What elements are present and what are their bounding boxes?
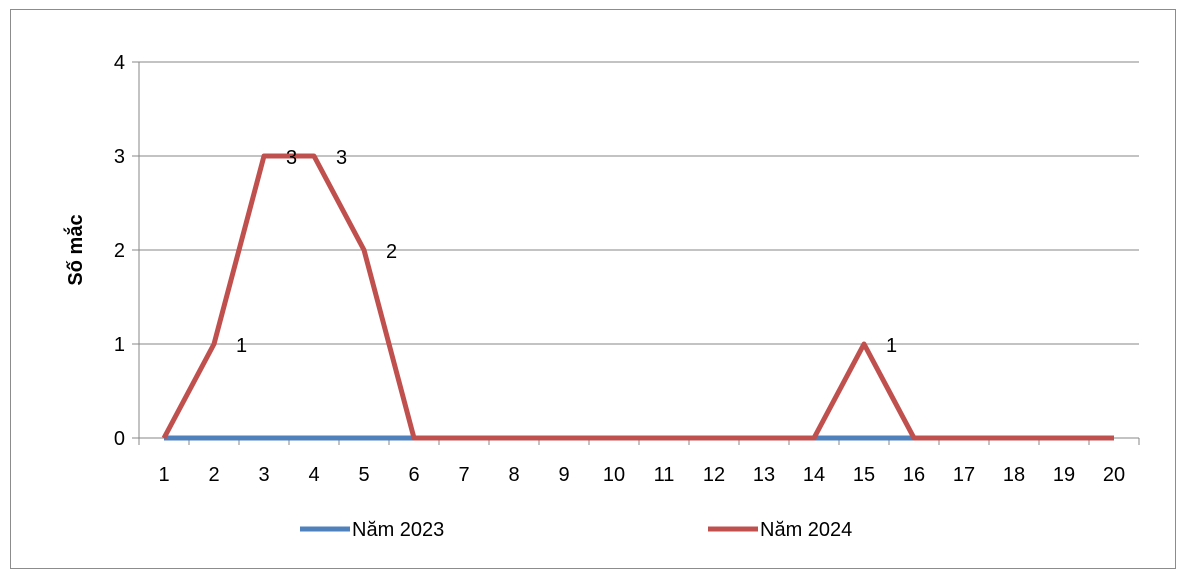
x-tick-label: 3 [258, 464, 269, 486]
legend-label-2: Năm 2024 [760, 519, 852, 541]
y-tick-label: 3 [114, 146, 125, 168]
x-tick-label: 2 [208, 464, 219, 486]
x-tick-label: 18 [1003, 464, 1025, 486]
x-tick-label: 14 [803, 464, 825, 486]
x-tick-label: 8 [508, 464, 519, 486]
x-tick-labels: 1 2 3 4 5 6 7 8 9 10 11 12 13 14 15 16 17 18 19 20 [158, 464, 1125, 486]
legend-label-1: Năm 2023 [352, 519, 444, 541]
x-tick-label: 17 [953, 464, 975, 486]
x-tick-label: 4 [308, 464, 319, 486]
data-label: 2 [386, 241, 397, 263]
legend: Năm 2023 Năm 2024 [300, 519, 852, 541]
series-lines [161, 153, 1114, 441]
x-tick-label: 13 [753, 464, 775, 486]
data-label: 1 [236, 335, 247, 357]
gridlines [139, 61, 1139, 345]
data-label: 3 [286, 147, 297, 169]
x-tick-label: 1 [158, 464, 169, 486]
x-tick-label: 7 [458, 464, 469, 486]
x-tick-label: 10 [603, 464, 625, 486]
x-tick-label: 20 [1103, 464, 1125, 486]
data-labels: 1 3 3 2 1 [236, 147, 897, 357]
x-tick-label: 19 [1053, 464, 1075, 486]
x-tick-label: 15 [853, 464, 875, 486]
x-tick-label: 6 [408, 464, 419, 486]
axes [132, 61, 1140, 445]
y-tick-labels: 0 1 2 3 4 [114, 52, 125, 450]
chart-frame [10, 9, 1176, 569]
data-label: 1 [886, 335, 897, 357]
x-tick-label: 11 [654, 464, 675, 486]
x-tick-label: 9 [558, 464, 569, 486]
series-line-2 [161, 153, 1114, 441]
y-tick-label: 0 [114, 428, 125, 450]
x-tick-label: 16 [903, 464, 925, 486]
data-label: 3 [336, 147, 347, 169]
y-tick-label: 1 [114, 334, 125, 356]
x-tick-label: 12 [703, 464, 725, 486]
y-tick-label: 2 [114, 240, 125, 262]
y-axis-title: Số mắc [63, 214, 87, 285]
x-tick-label: 5 [358, 464, 369, 486]
y-tick-label: 4 [114, 52, 125, 74]
